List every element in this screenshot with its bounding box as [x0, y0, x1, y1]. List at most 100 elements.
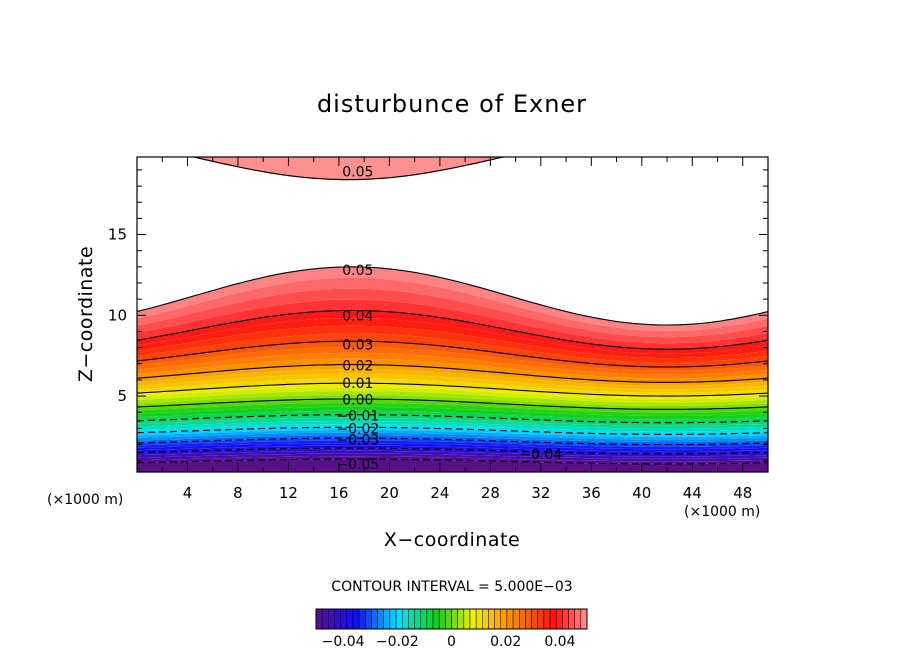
- contour-line: [137, 426, 768, 435]
- colorbar-swatch: [457, 608, 465, 630]
- colorbar-swatch: [426, 608, 434, 630]
- contour-band: [137, 318, 768, 359]
- colorbar-tick-label: −0.04: [322, 634, 365, 650]
- x-tick-label: 4: [183, 484, 193, 502]
- colorbar-swatch: [358, 608, 366, 630]
- contour-label: −0.04: [519, 447, 562, 463]
- filled-contour-bands: [137, 157, 768, 472]
- contour-lines: [137, 157, 768, 465]
- contour-band: [137, 456, 768, 464]
- colorbar-swatch: [525, 608, 532, 630]
- colorbar-swatch: [519, 608, 526, 630]
- x-tick-labels: 4 8 12 16 20 24 28 32 36 40 44 48: [183, 484, 753, 502]
- x-tick-label: 48: [733, 484, 752, 502]
- contour-line: [137, 364, 768, 383]
- contour-band: [137, 410, 768, 423]
- contour-band: [137, 402, 768, 416]
- x-tick-label: 36: [582, 484, 601, 502]
- x-tick-label: 44: [683, 484, 702, 502]
- y-tick-labels: 5 10 15: [108, 226, 127, 406]
- colorbar-swatch: [531, 608, 538, 630]
- colorbar-swatch: [352, 608, 360, 630]
- x-axis-title: X−coordinate: [384, 529, 520, 551]
- colorbar-swatch: [432, 608, 440, 630]
- colorbar-swatch: [328, 608, 335, 630]
- contour-band: [137, 406, 768, 420]
- colorbar-swatch: [377, 608, 384, 630]
- contour-band: [137, 427, 768, 437]
- contour-band: [137, 358, 768, 383]
- contour-line: [137, 447, 768, 455]
- contour-line: [137, 309, 768, 350]
- colorbar-swatches: [315, 608, 588, 630]
- contour-band: [137, 341, 768, 371]
- x-tick-label: 8: [233, 484, 243, 502]
- upper-contour-region: [193, 157, 504, 180]
- plot-frame: [136, 156, 769, 473]
- contour-band: [137, 432, 768, 442]
- contour-band: [137, 378, 768, 397]
- plot-area: 0.050.050.040.030.020.010.00−0.01−0.02−0…: [136, 156, 769, 473]
- colorbar-swatch: [500, 608, 508, 630]
- colorbar-swatch: [469, 608, 477, 630]
- colorbar-swatch: [562, 608, 569, 630]
- contour-band: [137, 421, 768, 432]
- colorbar-swatch: [568, 608, 575, 630]
- contour-band: [137, 440, 768, 450]
- colorbar-tick-label: 0.02: [490, 634, 521, 650]
- colorbar-frame: [315, 608, 588, 630]
- colorbar-swatch: [315, 608, 323, 630]
- y-tick-label: 10: [108, 306, 127, 324]
- x-tick-label: 20: [380, 484, 399, 502]
- colorbar-tick-label: −0.02: [376, 634, 419, 650]
- contour-band: [137, 448, 768, 457]
- contour-band: [137, 417, 768, 429]
- colorbar-swatch: [488, 608, 495, 630]
- x-tick-label: 28: [481, 484, 500, 502]
- contour-labels: 0.050.050.040.030.020.010.00−0.01−0.02−0…: [336, 165, 562, 473]
- colorbar-swatch: [512, 608, 520, 630]
- contour-label: 0.05: [342, 165, 373, 181]
- colorbar-swatch: [580, 608, 588, 630]
- upper-contour-line: [193, 157, 504, 181]
- colorbar-swatch: [506, 608, 514, 630]
- contour-band: [137, 443, 768, 452]
- colorbar-swatch: [549, 608, 557, 630]
- colorbar-swatch: [383, 608, 391, 630]
- colorbar-tick-labels: −0.04 −0.02 0 0.02 0.04: [322, 634, 576, 650]
- contour-band: [137, 445, 768, 454]
- y-tick-label: 5: [117, 387, 127, 405]
- x-tick-label: 16: [329, 484, 348, 502]
- contour-label: 0.04: [342, 308, 373, 324]
- contour-band: [137, 414, 768, 426]
- colorbar-swatch: [346, 608, 354, 630]
- colorbar-swatch: [494, 608, 502, 630]
- x-tick-label: 24: [430, 484, 449, 502]
- contour-band: [137, 369, 768, 390]
- colorbar-swatch: [389, 608, 397, 630]
- colorbar-swatch: [371, 608, 378, 630]
- contour-band: [137, 364, 768, 386]
- y-axis-title: Z−coordinate: [75, 246, 97, 382]
- contour-band: [137, 450, 768, 459]
- colorbar-swatch: [574, 608, 582, 630]
- contour-band: [137, 435, 768, 445]
- contour-line: [137, 266, 768, 326]
- contour-label: 0.03: [342, 337, 373, 353]
- contour-label: 0.05: [342, 263, 373, 279]
- y-tick-label: 15: [108, 226, 127, 244]
- colorbar-swatch: [401, 608, 409, 630]
- x-tick-label: 32: [531, 484, 550, 502]
- contour-line: [137, 382, 768, 397]
- contour-line: [137, 458, 768, 465]
- contour-line: [137, 398, 768, 410]
- contour-line: [137, 340, 768, 368]
- contour-label: −0.02: [336, 421, 379, 437]
- colorbar-swatch: [334, 608, 341, 630]
- colorbar-swatch: [321, 608, 329, 630]
- colorbar-tick-label: 0: [447, 634, 456, 650]
- contour-label: −0.03: [336, 433, 379, 449]
- colorbar-swatch: [365, 608, 372, 630]
- colorbar-swatch: [340, 608, 348, 630]
